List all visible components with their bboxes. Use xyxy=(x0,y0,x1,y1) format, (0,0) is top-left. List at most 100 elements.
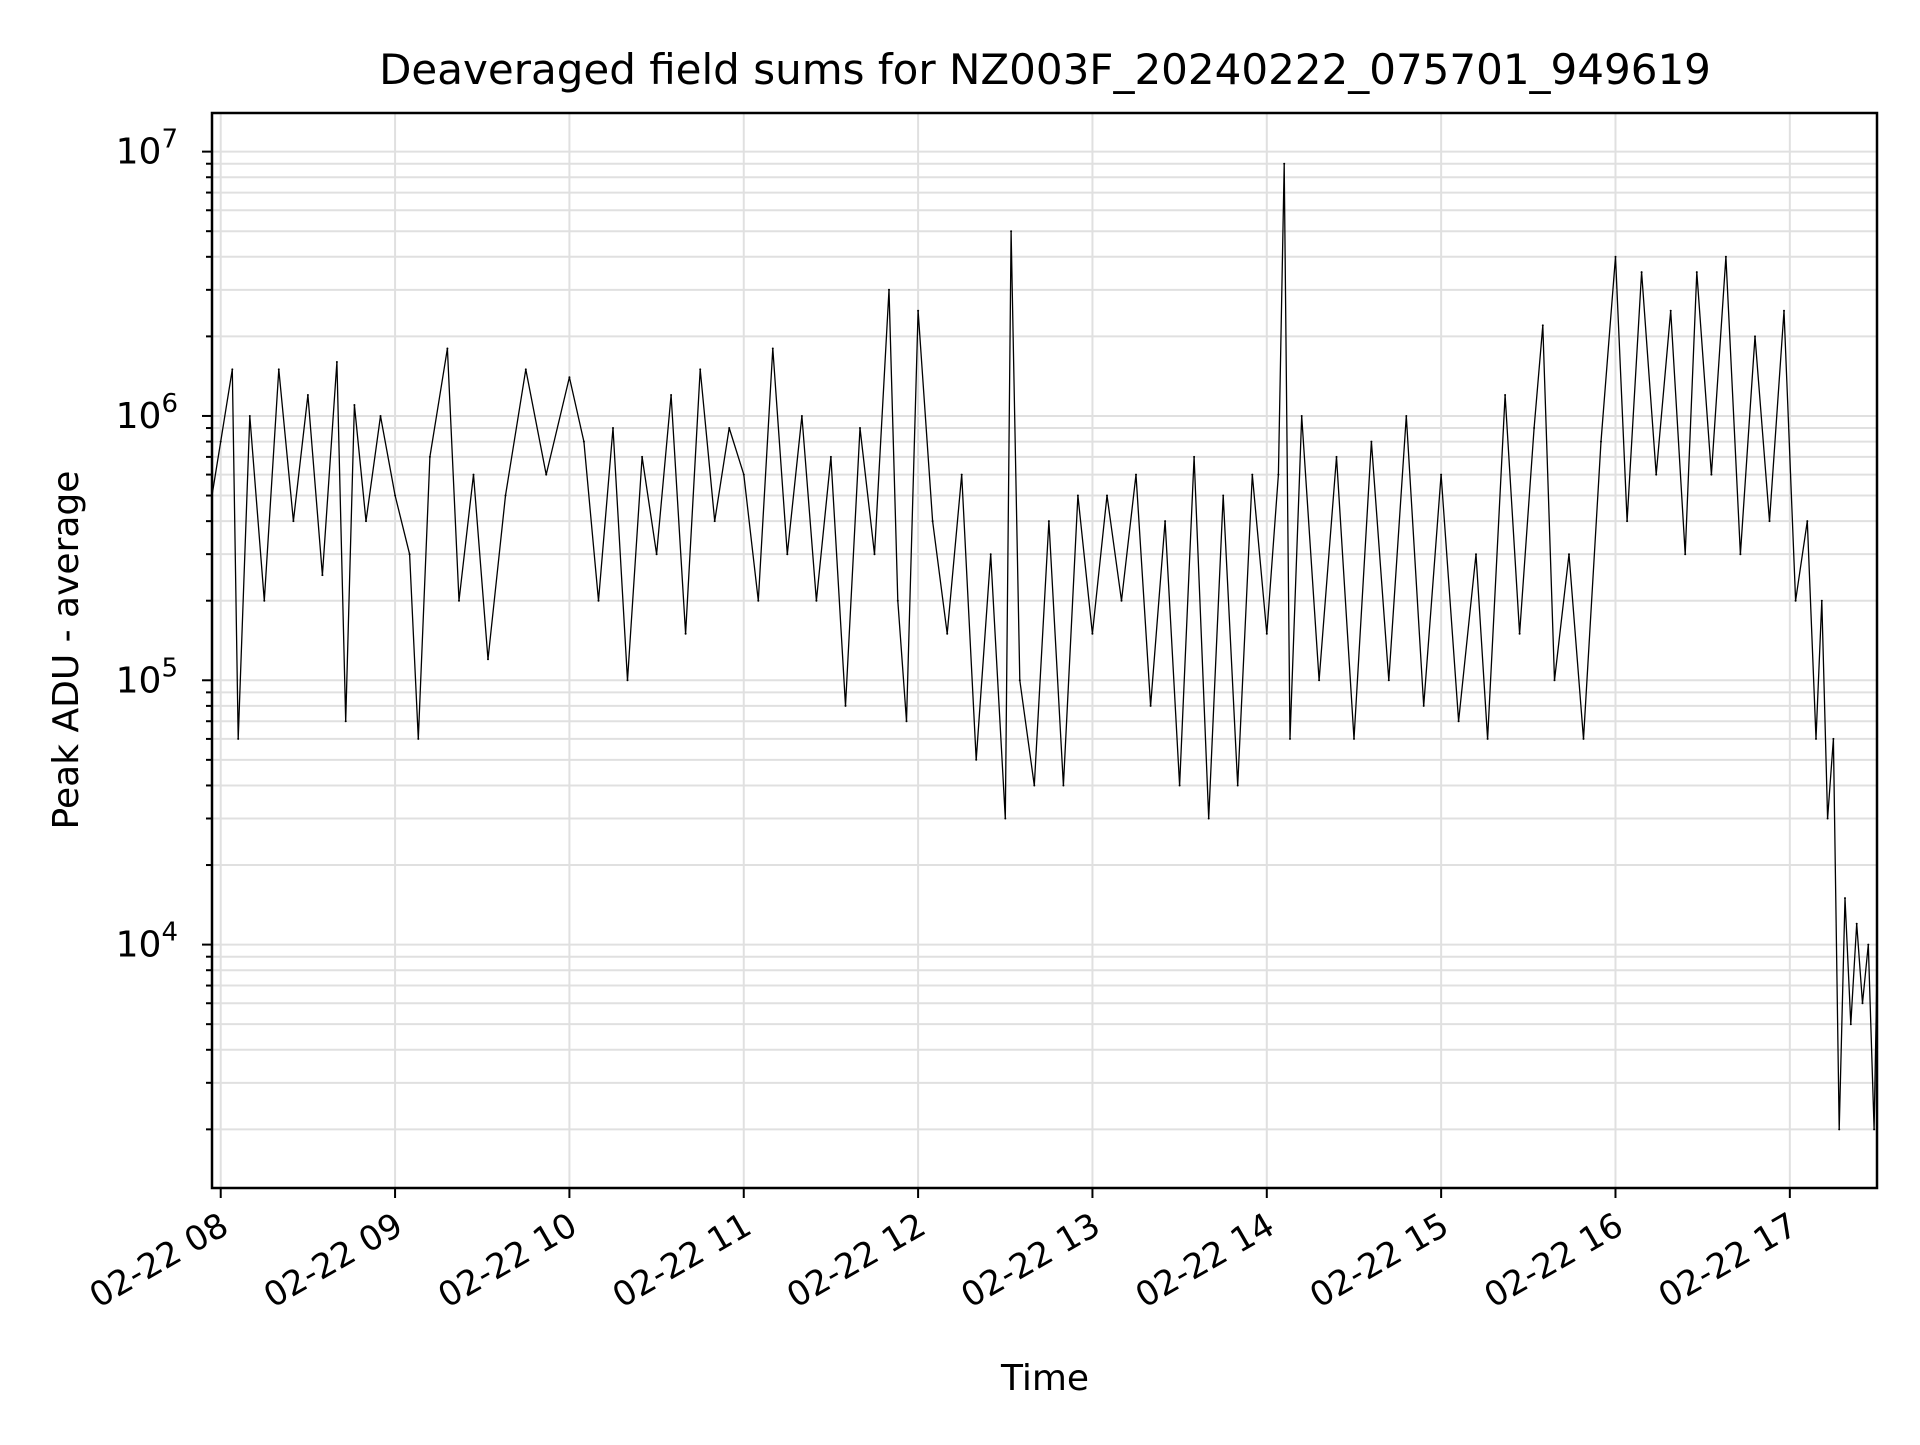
data-point xyxy=(545,473,548,476)
data-point xyxy=(277,368,280,371)
data-point xyxy=(1004,817,1007,820)
data-point xyxy=(1844,897,1846,900)
data-point xyxy=(504,494,507,497)
data-point xyxy=(1518,632,1521,635)
data-point xyxy=(1062,784,1065,787)
data-point xyxy=(1640,271,1643,274)
data-point xyxy=(873,553,876,556)
data-point xyxy=(1047,520,1050,523)
data-point xyxy=(1300,415,1303,417)
data-point xyxy=(1018,679,1021,682)
data-point xyxy=(989,553,992,556)
data-point xyxy=(1768,520,1771,523)
data-point xyxy=(1135,473,1137,476)
data-point xyxy=(394,494,397,497)
chart-title: Deaveraged field sums for NZ003F_2024022… xyxy=(379,45,1711,94)
data-point xyxy=(219,440,222,443)
data-point xyxy=(829,455,832,458)
data-point xyxy=(1318,679,1321,682)
y-tick-label-exponent: 4 xyxy=(161,918,178,948)
data-point xyxy=(1832,737,1835,740)
data-point xyxy=(597,599,600,602)
data-point xyxy=(1855,922,1858,925)
data-point xyxy=(231,368,234,371)
y-tick-label: 104 xyxy=(116,918,178,966)
data-point xyxy=(1335,455,1338,458)
data-point xyxy=(365,520,367,523)
data-point xyxy=(1826,817,1829,820)
series-layer xyxy=(211,162,1878,1131)
data-point xyxy=(1106,494,1108,497)
data-point xyxy=(263,599,266,602)
data-point xyxy=(1265,632,1268,635)
data-point xyxy=(905,720,908,723)
data-point xyxy=(815,599,818,602)
y-axis-label: Peak ADU - average xyxy=(46,471,87,830)
data-point xyxy=(1277,473,1280,476)
data-point xyxy=(1669,309,1672,312)
data-point xyxy=(931,520,934,523)
data-point xyxy=(684,632,687,635)
data-point xyxy=(1370,440,1373,443)
data-point xyxy=(699,368,702,371)
data-point xyxy=(1867,943,1870,946)
data-point xyxy=(524,368,527,371)
data-point xyxy=(1739,553,1742,556)
data-point xyxy=(1387,679,1390,682)
data-point xyxy=(1568,553,1570,556)
data-point xyxy=(1283,162,1286,165)
data-point xyxy=(641,455,644,458)
data-point xyxy=(1405,415,1408,417)
x-axis-label: Time xyxy=(1000,1358,1089,1399)
data-point xyxy=(344,720,347,723)
data-point xyxy=(1475,553,1477,556)
data-point xyxy=(1504,394,1507,396)
data-point xyxy=(248,415,251,417)
data-point xyxy=(472,473,475,476)
data-point xyxy=(1806,520,1809,523)
data-point xyxy=(655,553,658,556)
data-point xyxy=(1626,520,1629,523)
data-point xyxy=(335,361,338,363)
data-point xyxy=(1251,473,1254,476)
y-tick-label: 106 xyxy=(116,389,178,437)
data-point xyxy=(1440,473,1443,476)
data-point xyxy=(1582,737,1585,740)
data-point xyxy=(1486,737,1489,740)
plot-frame xyxy=(210,111,1879,1190)
data-point xyxy=(1655,473,1658,476)
data-point xyxy=(670,394,673,396)
data-point xyxy=(800,415,803,417)
data-point xyxy=(568,376,571,379)
data-point xyxy=(1820,599,1823,602)
data-point xyxy=(786,553,789,556)
data-point xyxy=(1457,720,1460,723)
data-point xyxy=(458,599,460,602)
data-point xyxy=(757,599,760,602)
data-point xyxy=(742,473,745,476)
data-point xyxy=(379,415,382,417)
y-tick-label-exponent: 5 xyxy=(161,653,178,683)
data-point xyxy=(487,658,489,661)
data-point xyxy=(1222,494,1225,497)
data-point xyxy=(1091,632,1094,635)
y-tick-label: 107 xyxy=(116,125,178,173)
data-point xyxy=(1289,737,1291,740)
data-point xyxy=(408,553,411,556)
data-point xyxy=(321,574,324,577)
data-point xyxy=(428,455,431,458)
data-point xyxy=(612,427,614,429)
data-point xyxy=(1600,440,1602,443)
data-point xyxy=(1614,255,1617,258)
y-tick-label-base: 10 xyxy=(116,925,162,966)
data-point xyxy=(917,309,920,312)
data-point xyxy=(582,440,585,443)
y-tick-label-exponent: 7 xyxy=(161,125,178,155)
data-point xyxy=(888,288,890,291)
data-point xyxy=(859,427,861,429)
data-point xyxy=(1553,679,1556,682)
y-tick-label-exponent: 6 xyxy=(161,389,178,419)
data-point xyxy=(1684,553,1687,556)
